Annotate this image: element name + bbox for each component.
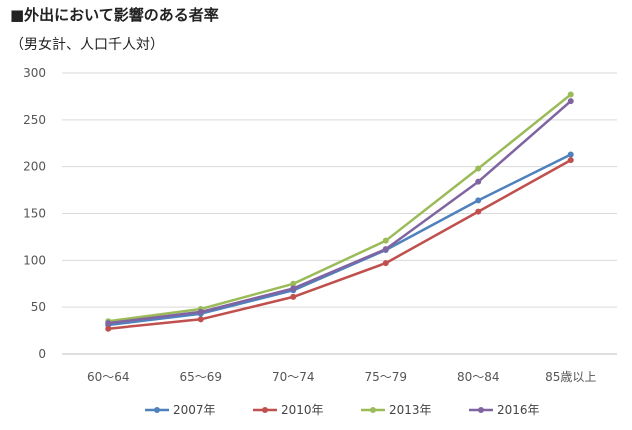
chart-title: ■外出において影響のある者率 (10, 6, 219, 24)
data-point (382, 237, 389, 244)
grid-lines (62, 72, 617, 355)
data-point (567, 98, 574, 105)
series-0 (105, 151, 574, 328)
series-line (107, 93, 573, 323)
data-point (382, 246, 389, 253)
chart-subtitle: （男女計、人口千人対） (10, 37, 164, 53)
x-tick-label: 60～64 (87, 370, 130, 384)
series-3 (105, 98, 574, 327)
data-point (197, 308, 204, 315)
legend-label: 2013年 (389, 403, 432, 417)
y-tick-label: 300 (23, 66, 46, 80)
series-lines (105, 91, 574, 332)
data-point (382, 260, 389, 267)
data-point (197, 316, 204, 323)
series-1 (105, 157, 574, 332)
legend-marker (262, 407, 268, 413)
y-tick-label: 200 (23, 160, 46, 174)
legend-label: 2010年 (281, 403, 324, 417)
data-point (290, 293, 297, 300)
legend-item: 2013年 (361, 403, 432, 417)
legend-label: 2016年 (497, 403, 540, 417)
data-point (567, 91, 574, 98)
x-tick-label: 85歳以上 (545, 370, 596, 384)
y-tick-label: 100 (23, 253, 46, 267)
x-tick-label: 65～69 (179, 370, 222, 384)
legend-item: 2016年 (469, 403, 540, 417)
y-tick-label: 0 (38, 347, 46, 361)
data-point (567, 151, 574, 158)
legend-marker (370, 407, 376, 413)
data-point (475, 165, 482, 172)
legend: 2007年 2010年 2013年 2016年 (145, 403, 540, 417)
legend-label: 2007年 (173, 403, 216, 417)
data-point (290, 285, 297, 292)
y-tick-label: 250 (23, 113, 46, 127)
legend-item: 2007年 (145, 403, 216, 417)
y-tick-label: 50 (31, 300, 46, 314)
x-tick-label: 75～79 (364, 370, 407, 384)
data-point (105, 320, 112, 327)
data-point (105, 325, 112, 332)
y-tick-label: 150 (23, 207, 46, 221)
data-point (475, 197, 482, 204)
x-axis: 60～64 65～69 70～74 75～79 80～84 85歳以上 (87, 370, 596, 384)
data-point (475, 208, 482, 215)
data-point (475, 178, 482, 185)
legend-marker (154, 407, 160, 413)
y-axis: 0 50 100 150 200 250 300 (23, 66, 46, 361)
series-line (107, 99, 573, 325)
data-point (290, 280, 297, 287)
x-tick-label: 70～74 (272, 370, 315, 384)
series-line (107, 158, 573, 330)
data-point (567, 157, 574, 164)
x-tick-label: 80～84 (457, 370, 500, 384)
legend-item: 2010年 (253, 403, 324, 417)
series-2 (105, 91, 574, 325)
series-line (107, 153, 573, 327)
legend-marker (478, 407, 484, 413)
